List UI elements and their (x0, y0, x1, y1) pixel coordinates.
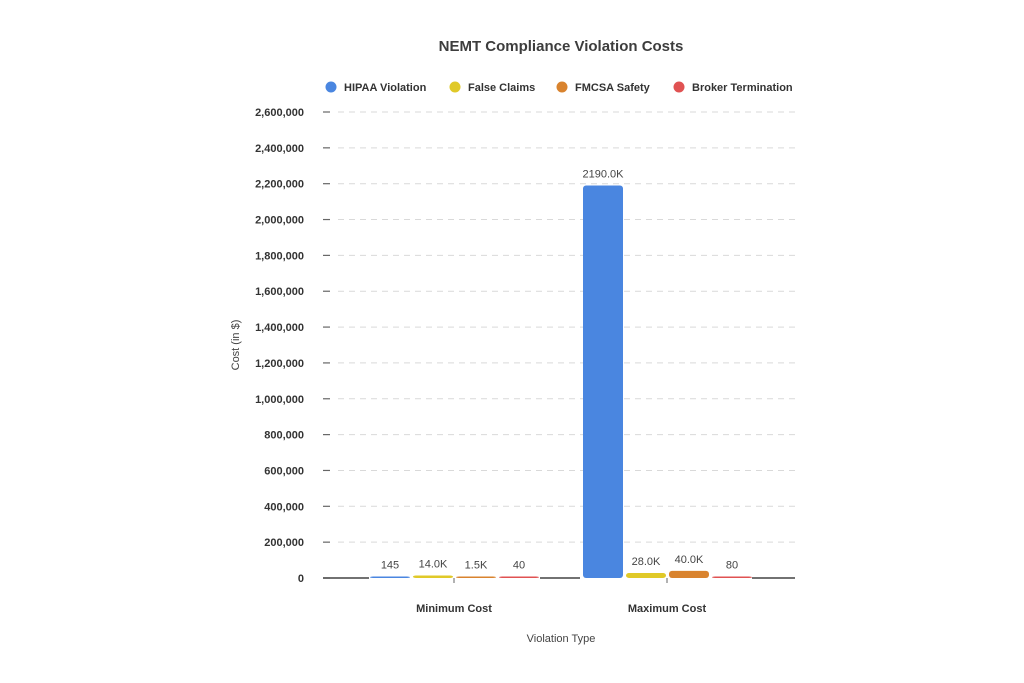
bar[interactable] (499, 576, 539, 579)
data-label: 145 (381, 560, 399, 572)
data-label: 40 (513, 560, 525, 572)
y-tick-label: 400,000 (264, 501, 304, 513)
data-label: 28.0K (632, 556, 661, 568)
y-tick-label: 1,600,000 (255, 286, 304, 298)
legend-label: HIPAA Violation (344, 82, 427, 94)
bar[interactable] (626, 572, 666, 578)
bar[interactable] (456, 576, 496, 579)
x-axis: Minimum Cost Maximum Cost (323, 577, 795, 615)
y-tick-label: 1,800,000 (255, 250, 304, 262)
bar[interactable] (583, 185, 623, 578)
y-tick-label: 2,200,000 (255, 179, 304, 191)
legend-item[interactable]: HIPAA Violation (325, 81, 427, 95)
legend-marker (556, 81, 568, 93)
bar[interactable] (712, 576, 752, 579)
legend-label: Broker Termination (692, 82, 793, 94)
y-tick-label: 1,000,000 (255, 394, 304, 406)
y-axis: 0 200,000 400,000 600,000 800,000 1,000,000 1,… (255, 107, 330, 585)
y-tick-label: 2,400,000 (255, 143, 304, 155)
data-label: 14.0K (419, 558, 448, 570)
y-tick-label: 1,400,000 (255, 322, 304, 334)
legend-marker (673, 81, 685, 93)
x-tick-label: Maximum Cost (628, 603, 707, 615)
data-label: 40.0K (675, 554, 704, 566)
gridlines (338, 111, 795, 543)
legend: HIPAA Violation False Claims FMCSA Safety B… (325, 81, 793, 95)
y-tick-label: 1,200,000 (255, 358, 304, 370)
y-tick-label: 0 (298, 573, 304, 585)
data-label: 80 (726, 560, 738, 572)
legend-marker (449, 81, 461, 93)
legend-label: FMCSA Safety (575, 82, 651, 94)
y-tick-label: 2,000,000 (255, 215, 304, 227)
bars (370, 185, 752, 578)
bar[interactable] (370, 576, 410, 579)
bar[interactable] (413, 575, 453, 578)
y-axis-title: Cost (in $) (230, 320, 242, 371)
data-label: 1.5K (465, 560, 488, 572)
bar[interactable] (669, 570, 709, 578)
data-labels: 145 14.0K 1.5K 40 2190.0K 28.0K 40.0K 80 (381, 168, 738, 571)
y-tick-label: 200,000 (264, 537, 304, 549)
legend-item[interactable]: False Claims (449, 81, 536, 95)
legend-item[interactable]: FMCSA Safety (556, 81, 651, 95)
data-label: 2190.0K (583, 168, 625, 180)
y-tick-label: 800,000 (264, 430, 304, 442)
y-tick-label: 2,600,000 (255, 107, 304, 119)
legend-label: False Claims (468, 82, 535, 94)
x-axis-title: Violation Type (527, 633, 596, 645)
legend-item[interactable]: Broker Termination (673, 81, 793, 95)
x-tick-label: Minimum Cost (416, 603, 492, 615)
legend-marker (325, 81, 337, 93)
y-tick-label: 600,000 (264, 465, 304, 477)
chart-title: NEMT Compliance Violation Costs (439, 38, 684, 55)
